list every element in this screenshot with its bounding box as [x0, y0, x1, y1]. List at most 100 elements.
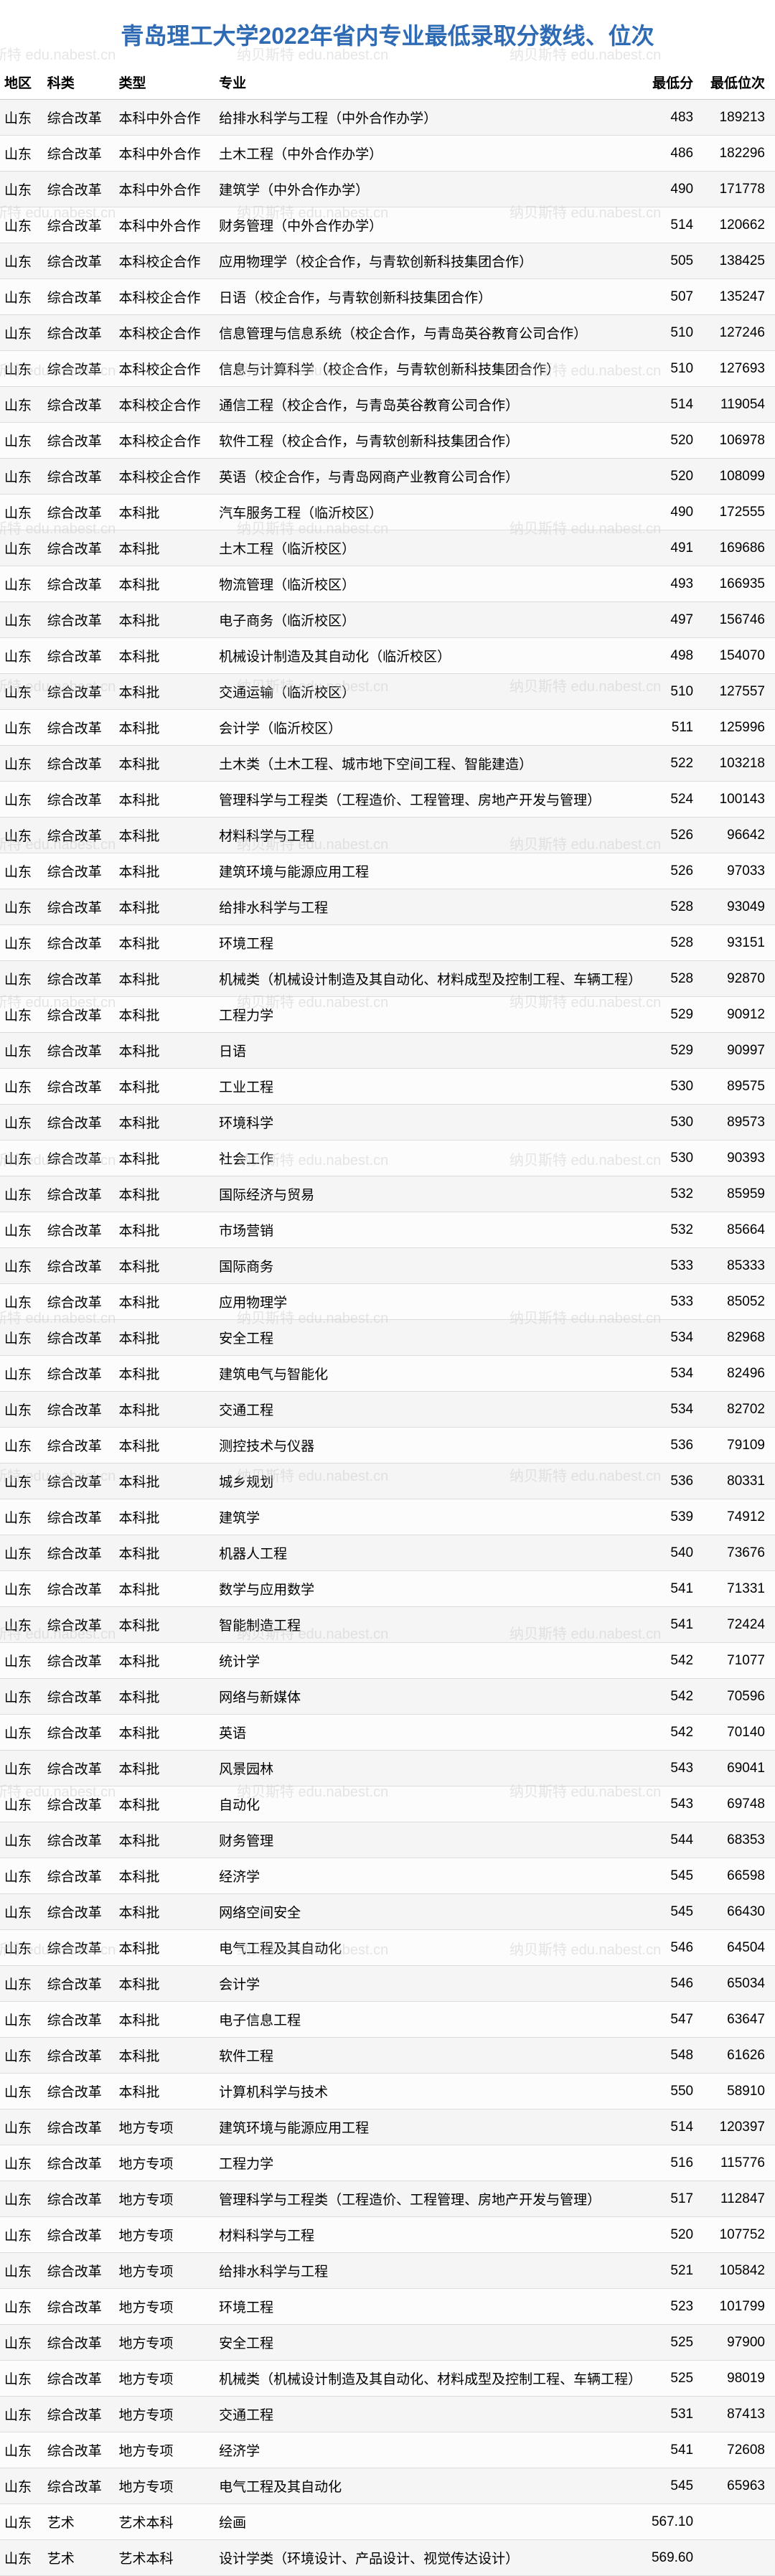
table-cell: 529	[646, 997, 703, 1033]
table-cell: 119054	[703, 387, 775, 423]
table-cell: 82702	[703, 1392, 775, 1428]
table-cell: 525	[646, 2361, 703, 2397]
table-row: 山东综合改革本科批电子信息工程54763647	[0, 2002, 775, 2038]
table-cell: 80331	[703, 1463, 775, 1499]
table-cell: 本科批	[114, 495, 215, 530]
table-cell: 地方专项	[114, 2145, 215, 2181]
table-cell: 山东	[0, 1571, 43, 1607]
table-cell: 本科批	[114, 710, 215, 746]
table-cell: 本科批	[114, 1463, 215, 1499]
table-cell: 528	[646, 889, 703, 925]
table-cell: 山东	[0, 1033, 43, 1069]
table-cell: 管理科学与工程类（工程造价、工程管理、房地产开发与管理）	[215, 782, 646, 818]
table-cell: 山东	[0, 1715, 43, 1751]
table-cell: 山东	[0, 889, 43, 925]
table-cell: 艺术	[43, 2540, 115, 2576]
table-cell: 综合改革	[43, 889, 115, 925]
table-row: 山东艺术艺术本科设计学类（环境设计、产品设计、视觉传达设计）569.60	[0, 2540, 775, 2576]
table-row: 山东综合改革本科批土木工程（临沂校区）491169686	[0, 530, 775, 566]
table-cell: 本科中外合作	[114, 172, 215, 207]
table-cell: 山东	[0, 495, 43, 530]
table-cell: 工业工程	[215, 1069, 646, 1105]
table-cell: 社会工作	[215, 1141, 646, 1176]
table-cell	[703, 2540, 775, 2576]
table-cell: 综合改革	[43, 1858, 115, 1894]
table-row: 山东综合改革本科批建筑环境与能源应用工程52697033	[0, 853, 775, 889]
table-cell: 550	[646, 2074, 703, 2109]
table-cell: 综合改革	[43, 1212, 115, 1248]
table-cell: 532	[646, 1176, 703, 1212]
table-cell: 539	[646, 1499, 703, 1535]
table-row: 山东综合改革地方专项环境工程523101799	[0, 2289, 775, 2325]
table-cell: 69041	[703, 1751, 775, 1786]
table-cell: 115776	[703, 2145, 775, 2181]
table-cell: 日语（校企合作，与青软创新科技集团合作）	[215, 279, 646, 315]
col-type: 类型	[114, 65, 215, 100]
table-cell: 山东	[0, 423, 43, 459]
table-row: 山东综合改革本科批经济学54566598	[0, 1858, 775, 1894]
table-cell: 66598	[703, 1858, 775, 1894]
table-cell: 山东	[0, 1320, 43, 1356]
table-cell: 93049	[703, 889, 775, 925]
table-cell: 山东	[0, 2397, 43, 2432]
table-cell: 本科批	[114, 889, 215, 925]
table-row: 山东综合改革本科批自动化54369748	[0, 1786, 775, 1822]
table-cell: 市场营销	[215, 1212, 646, 1248]
table-cell: 530	[646, 1141, 703, 1176]
table-cell: 网络与新媒体	[215, 1679, 646, 1715]
table-cell: 本科校企合作	[114, 279, 215, 315]
table-cell: 498	[646, 638, 703, 674]
table-cell: 山东	[0, 1356, 43, 1392]
table-cell: 本科批	[114, 782, 215, 818]
table-cell: 山东	[0, 1463, 43, 1499]
table-cell: 地方专项	[114, 2361, 215, 2397]
table-cell: 127246	[703, 315, 775, 351]
table-cell: 安全工程	[215, 2325, 646, 2361]
table-cell: 486	[646, 136, 703, 172]
table-cell: 154070	[703, 638, 775, 674]
table-cell: 山东	[0, 997, 43, 1033]
table-row: 山东综合改革地方专项给排水科学与工程521105842	[0, 2253, 775, 2289]
table-cell: 综合改革	[43, 961, 115, 997]
table-row: 山东综合改革本科批网络与新媒体54270596	[0, 1679, 775, 1715]
table-cell: 综合改革	[43, 602, 115, 638]
table-cell: 综合改革	[43, 2002, 115, 2038]
table-cell: 地方专项	[114, 2109, 215, 2145]
table-cell: 本科批	[114, 925, 215, 961]
table-cell: 87413	[703, 2397, 775, 2432]
table-cell: 山东	[0, 279, 43, 315]
table-cell: 综合改革	[43, 638, 115, 674]
table-cell: 综合改革	[43, 1715, 115, 1751]
table-cell: 会计学	[215, 1966, 646, 2002]
table-cell: 地方专项	[114, 2181, 215, 2217]
table-row: 山东综合改革本科批风景园林54369041	[0, 1751, 775, 1786]
table-row: 山东综合改革本科批机械设计制造及其自动化（临沂校区）498154070	[0, 638, 775, 674]
table-cell: 山东	[0, 1822, 43, 1858]
table-cell: 山东	[0, 925, 43, 961]
table-row: 山东综合改革本科批网络空间安全54566430	[0, 1894, 775, 1930]
table-cell: 城乡规划	[215, 1463, 646, 1499]
table-cell: 通信工程（校企合作，与青岛英谷教育公司合作）	[215, 387, 646, 423]
table-row: 山东综合改革本科校企合作软件工程（校企合作，与青软创新科技集团合作）520106…	[0, 423, 775, 459]
table-cell: 本科批	[114, 1607, 215, 1643]
table-row: 山东综合改革本科批电子商务（临沂校区）497156746	[0, 602, 775, 638]
table-cell: 艺术	[43, 2504, 115, 2540]
table-cell: 软件工程（校企合作，与青软创新科技集团合作）	[215, 423, 646, 459]
table-row: 山东综合改革地方专项管理科学与工程类（工程造价、工程管理、房地产开发与管理）51…	[0, 2181, 775, 2217]
table-cell: 山东	[0, 1966, 43, 2002]
table-cell: 98019	[703, 2361, 775, 2397]
table-cell: 给排水科学与工程（中外合作办学）	[215, 100, 646, 136]
table-cell: 92870	[703, 961, 775, 997]
table-cell: 土木工程（中外合作办学）	[215, 136, 646, 172]
table-cell: 材料科学与工程	[215, 2217, 646, 2253]
table-cell: 103218	[703, 746, 775, 782]
table-cell: 交通工程	[215, 1392, 646, 1428]
table-cell: 山东	[0, 387, 43, 423]
table-cell: 给排水科学与工程	[215, 889, 646, 925]
table-cell: 490	[646, 172, 703, 207]
col-region: 地区	[0, 65, 43, 100]
table-cell: 545	[646, 1858, 703, 1894]
table-cell: 综合改革	[43, 100, 115, 136]
table-cell: 521	[646, 2253, 703, 2289]
table-cell: 安全工程	[215, 1320, 646, 1356]
